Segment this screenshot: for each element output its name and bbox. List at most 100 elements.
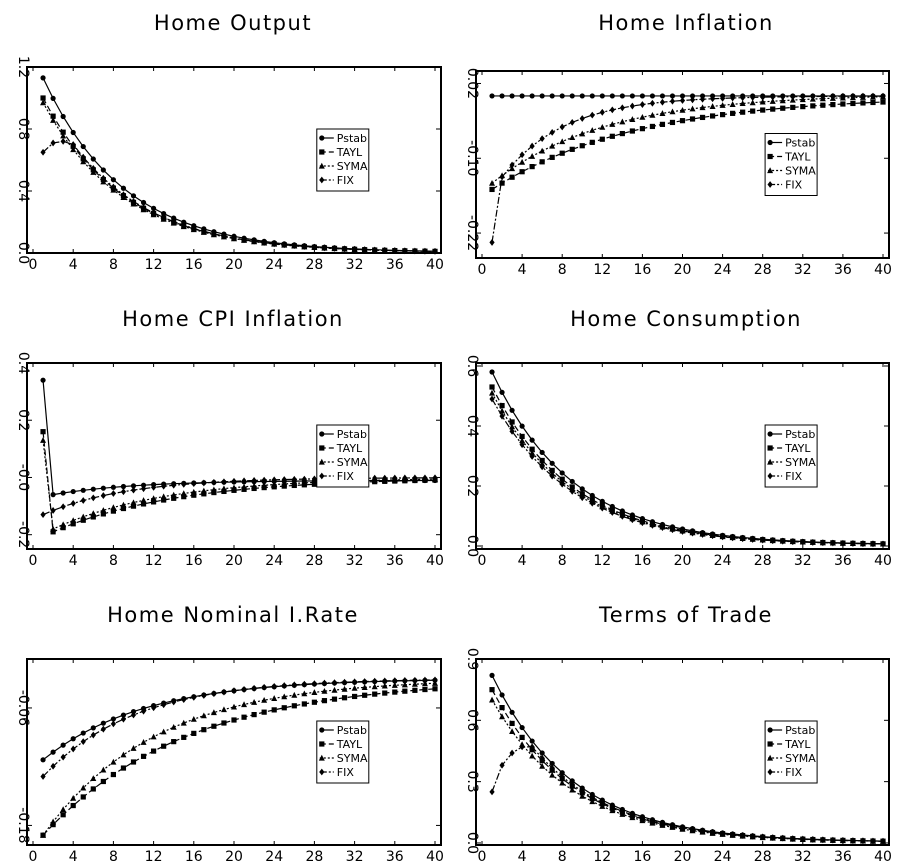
data-point	[549, 764, 555, 772]
data-point	[619, 130, 625, 137]
data-point	[860, 92, 866, 100]
data-point	[679, 118, 686, 124]
data-point	[70, 488, 76, 495]
data-point	[241, 714, 247, 720]
data-point	[720, 112, 726, 118]
x-tick-label: 32	[346, 257, 364, 273]
series-syma	[40, 437, 438, 532]
data-point	[529, 453, 535, 460]
data-point	[559, 480, 565, 488]
data-point	[750, 536, 756, 543]
data-point	[679, 528, 686, 535]
series-line	[491, 746, 884, 842]
y-tick-label: 0.9	[464, 648, 480, 670]
data-point	[331, 696, 338, 702]
data-point	[40, 437, 47, 443]
data-point	[251, 237, 257, 245]
x-tick-label: 28	[305, 553, 323, 569]
plot-area: 0 4 8 12 16 20 24 28 32 36 40 0.0 0.2 0.4 0.6 PstabTAYL…	[464, 355, 892, 569]
data-point	[70, 745, 76, 753]
legend-label: Pstab	[785, 137, 815, 150]
data-point	[750, 94, 756, 101]
data-point	[569, 478, 575, 485]
data-point	[261, 239, 267, 246]
plot-area: 0 4 8 12 16 20 24 28 32 36 40 -0.22 -0.10 0.02 PstabTA…	[464, 68, 892, 278]
data-point	[499, 713, 506, 720]
data-point	[559, 779, 566, 786]
data-point	[489, 93, 495, 99]
data-point	[362, 246, 368, 254]
data-point	[569, 786, 576, 793]
data-point	[669, 108, 676, 115]
x-tick-label: 28	[754, 262, 772, 278]
data-point	[767, 458, 774, 465]
series-line	[491, 398, 884, 545]
data-point	[569, 778, 575, 784]
legend-label: TAYL	[336, 146, 363, 159]
data-point	[769, 98, 776, 104]
data-point	[181, 696, 187, 703]
legend-label: SYMA	[785, 752, 816, 765]
data-point	[629, 128, 635, 134]
data-point	[181, 734, 187, 740]
legend-label: Pstab	[337, 724, 367, 737]
data-point	[499, 761, 505, 769]
x-tick-label: 32	[794, 262, 812, 278]
data-point	[840, 92, 846, 100]
y-tick-label: -0.18	[15, 807, 31, 843]
data-point	[130, 486, 137, 494]
data-point	[402, 247, 408, 255]
data-point	[489, 788, 495, 796]
data-point	[231, 234, 237, 242]
data-point	[599, 108, 605, 116]
x-tick-label: 40	[874, 553, 892, 569]
data-point	[499, 407, 506, 414]
data-point	[880, 92, 886, 100]
x-tick-label: 12	[145, 553, 163, 569]
data-point	[201, 727, 207, 733]
data-point	[669, 97, 676, 105]
data-point	[161, 497, 167, 503]
data-point	[639, 126, 645, 132]
data-point	[251, 684, 257, 692]
x-tick-label: 32	[794, 553, 812, 569]
data-point	[271, 707, 277, 713]
series-line	[491, 699, 884, 842]
data-point	[140, 485, 147, 493]
data-point	[629, 116, 636, 122]
data-point	[80, 730, 86, 736]
data-point	[579, 494, 585, 502]
data-point	[609, 106, 615, 114]
data-point	[412, 676, 418, 684]
data-point	[200, 712, 207, 719]
data-point	[830, 101, 836, 108]
data-point	[382, 677, 388, 685]
data-point	[100, 720, 106, 726]
data-point	[619, 807, 625, 815]
data-point	[120, 505, 127, 512]
data-point	[80, 143, 86, 150]
data-point	[281, 705, 287, 711]
plot-area: 0 4 8 12 16 20 24 28 32 36 40 -0.18 -0.06 PstabTAYLSY…	[15, 659, 444, 865]
data-point	[649, 93, 656, 99]
data-point	[569, 146, 575, 152]
data-point	[50, 749, 56, 755]
data-point	[130, 499, 137, 506]
data-point	[191, 730, 197, 736]
data-point	[589, 798, 596, 805]
data-point	[699, 531, 706, 538]
data-point	[210, 486, 217, 493]
data-point	[140, 501, 147, 507]
data-point	[60, 753, 66, 761]
data-point	[559, 470, 565, 476]
legend-label: FIX	[785, 470, 803, 483]
data-point	[130, 759, 137, 765]
data-point	[382, 474, 388, 482]
data-point	[231, 687, 237, 695]
data-point	[800, 835, 806, 843]
data-point	[770, 106, 776, 112]
data-point	[509, 419, 515, 425]
series-line	[42, 682, 436, 836]
data-point	[689, 116, 696, 122]
x-tick-label: 40	[426, 849, 444, 865]
